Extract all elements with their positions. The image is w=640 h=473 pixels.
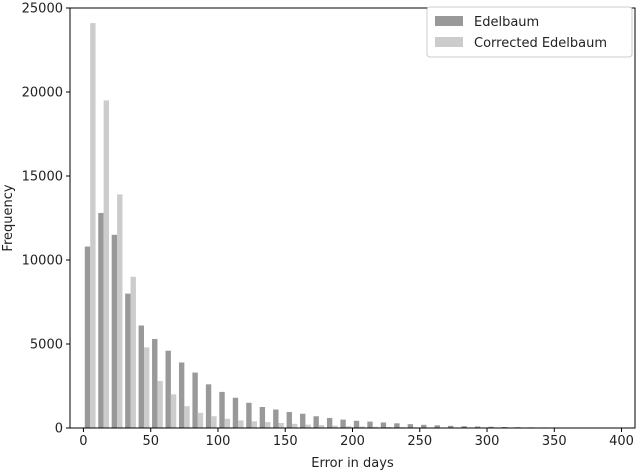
bar-edelbaum-255 bbox=[421, 424, 427, 428]
bar-corrected-edelbaum-5 bbox=[90, 23, 96, 429]
y-tick-label: 25000 bbox=[22, 2, 63, 17]
x-tick-label: 100 bbox=[206, 434, 231, 449]
x-tick-label: 150 bbox=[273, 434, 298, 449]
bar-edelbaum-205 bbox=[353, 420, 360, 428]
bar-edelbaum-165 bbox=[300, 413, 306, 428]
bar-edelbaum-35 bbox=[125, 293, 131, 428]
bar-edelbaum-195 bbox=[340, 419, 346, 428]
bar-edelbaum-95 bbox=[205, 384, 212, 428]
bar-corrected-edelbaum-155 bbox=[291, 423, 298, 428]
bar-edelbaum-265 bbox=[434, 425, 440, 428]
y-tick-label: 20000 bbox=[22, 86, 63, 101]
bar-edelbaum-135 bbox=[259, 407, 266, 428]
legend-swatch bbox=[435, 37, 463, 47]
legend-box bbox=[426, 6, 633, 58]
bar-edelbaum-125 bbox=[246, 402, 252, 428]
bar-corrected-edelbaum-185 bbox=[332, 425, 338, 428]
bar-edelbaum-175 bbox=[313, 416, 319, 428]
x-tick-label: 250 bbox=[407, 434, 432, 449]
bar-edelbaum-145 bbox=[273, 409, 279, 428]
bar-corrected-edelbaum-25 bbox=[117, 194, 123, 428]
x-axis: 0 50 100 150 200 250 300 350 400 bbox=[79, 428, 634, 449]
bar-corrected-edelbaum-15 bbox=[103, 100, 110, 429]
bar-edelbaum-65 bbox=[165, 350, 171, 428]
y-tick-label: 15000 bbox=[22, 170, 63, 185]
bar-edelbaum-305 bbox=[488, 426, 494, 428]
bar-corrected-edelbaum-105 bbox=[224, 418, 231, 428]
y-axis-title: Frequency bbox=[1, 184, 16, 251]
bar-edelbaum-295 bbox=[474, 426, 481, 428]
bar-corrected-edelbaum-125 bbox=[251, 421, 257, 428]
bar-edelbaum-105 bbox=[219, 391, 225, 428]
bar-edelbaum-235 bbox=[394, 423, 400, 428]
bar-edelbaum-45 bbox=[138, 325, 144, 428]
bar-corrected-edelbaum-65 bbox=[170, 394, 177, 428]
y-tick-label: 5000 bbox=[30, 338, 63, 353]
bar-corrected-edelbaum-35 bbox=[130, 276, 136, 428]
legend-label: Edelbaum bbox=[474, 15, 539, 30]
x-tick-label: 400 bbox=[609, 434, 634, 449]
bar-corrected-edelbaum-165 bbox=[305, 424, 311, 428]
bar-edelbaum-15 bbox=[98, 212, 104, 428]
bar-edelbaum-115 bbox=[232, 397, 239, 428]
bar-edelbaum-225 bbox=[380, 422, 387, 428]
bar-edelbaum-285 bbox=[461, 426, 467, 428]
bar-corrected-edelbaum-85 bbox=[197, 412, 204, 428]
legend-swatch bbox=[435, 16, 463, 26]
bar-edelbaum-315 bbox=[501, 426, 508, 428]
bar-edelbaum-5 bbox=[84, 246, 91, 428]
bar-corrected-edelbaum-145 bbox=[278, 422, 284, 428]
bar-corrected-edelbaum-55 bbox=[157, 380, 163, 428]
bar-edelbaum-155 bbox=[286, 412, 292, 428]
legend-label: Corrected Edelbaum bbox=[474, 36, 607, 51]
bar-corrected-edelbaum-135 bbox=[265, 422, 271, 428]
bar-edelbaum-85 bbox=[192, 372, 198, 428]
legend: Edelbaum Corrected Edelbaum bbox=[426, 6, 633, 58]
bar-edelbaum-75 bbox=[178, 362, 185, 428]
x-tick-label: 300 bbox=[475, 434, 500, 449]
x-axis-title: Error in days bbox=[311, 456, 394, 471]
bar-edelbaum-215 bbox=[367, 421, 373, 428]
bar-edelbaum-275 bbox=[448, 425, 454, 428]
bar-edelbaum-185 bbox=[326, 417, 333, 428]
bar-corrected-edelbaum-215 bbox=[372, 426, 379, 428]
x-tick-label: 0 bbox=[79, 434, 87, 449]
x-tick-label: 350 bbox=[542, 434, 567, 449]
y-axis: 0 5000 10000 15000 20000 25000 bbox=[22, 2, 70, 437]
bar-corrected-edelbaum-175 bbox=[318, 425, 325, 428]
bar-corrected-edelbaum-195 bbox=[345, 426, 352, 428]
y-tick-label: 10000 bbox=[22, 254, 63, 269]
bars-layer bbox=[84, 23, 621, 429]
bar-corrected-edelbaum-75 bbox=[184, 406, 190, 428]
y-tick-label: 0 bbox=[55, 422, 63, 437]
bar-edelbaum-25 bbox=[111, 234, 118, 428]
x-tick-label: 200 bbox=[340, 434, 365, 449]
bar-corrected-edelbaum-205 bbox=[359, 426, 365, 428]
bar-edelbaum-55 bbox=[152, 338, 158, 428]
bar-corrected-edelbaum-45 bbox=[143, 347, 150, 428]
bar-corrected-edelbaum-115 bbox=[238, 420, 244, 428]
bar-edelbaum-245 bbox=[407, 424, 414, 428]
bar-corrected-edelbaum-95 bbox=[211, 416, 217, 428]
x-tick-label: 50 bbox=[142, 434, 159, 449]
bar-corrected-edelbaum-225 bbox=[386, 426, 392, 428]
